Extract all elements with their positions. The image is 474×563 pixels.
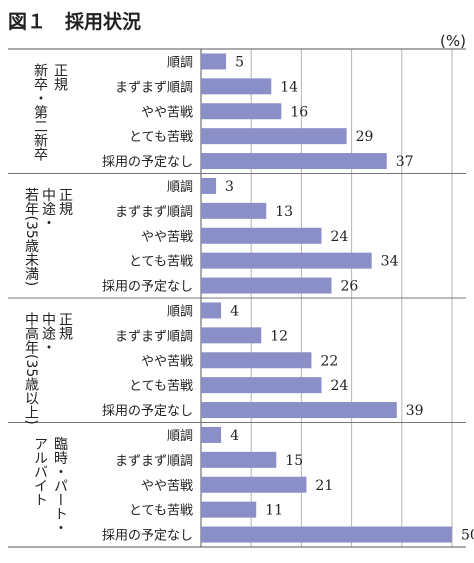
category-label: やや苦戦 [141,353,193,369]
category-label: まずまず順調 [115,80,193,95]
group-label-line: 中途・ [40,188,56,230]
group-label-line: アルバイト [32,437,48,507]
bar [201,451,277,468]
bar [201,352,312,369]
data-label: 16 [290,104,308,120]
group-label: 臨時・パート・アルバイト [32,437,68,535]
data-label: 13 [275,204,293,220]
data-label: 34 [381,254,399,270]
bar [201,402,397,419]
group-label: 正規新卒・第二新卒 [32,63,68,161]
category-label: やや苦戦 [141,104,193,120]
category-label: 順調 [167,304,193,319]
bar [201,426,222,443]
data-label: 50 [461,528,474,544]
data-label: 11 [265,503,283,519]
bar [201,252,372,269]
bar [201,277,332,294]
bar [201,302,222,319]
category-label: とても苦戦 [129,378,193,394]
data-label: 24 [330,229,348,245]
category-label: 順調 [167,180,193,195]
category-label: とても苦戦 [129,254,193,270]
bar [201,103,282,120]
bar [201,327,262,344]
bar [201,177,217,194]
category-label: とても苦戦 [129,129,193,145]
group-label-line: 中途・ [40,312,56,354]
data-label: 24 [330,378,348,394]
data-label: 37 [396,154,414,170]
data-label: 4 [230,428,239,444]
category-label: 採用の予定なし [102,280,193,295]
bar [201,377,322,394]
group-label-line: 若年(35歳未満) [23,188,39,287]
bar [201,153,387,170]
category-label: やや苦戦 [141,229,193,245]
bar [201,53,227,70]
data-label: 39 [406,403,424,419]
data-label: 3 [225,179,234,195]
group-label: 正規中途・若年(35歳未満) [23,188,73,287]
group-label-line: 正規 [57,188,73,217]
data-label: 15 [285,453,303,469]
bar [201,526,452,543]
category-label: 採用の予定なし [102,529,193,544]
bar [201,202,267,219]
group-label-line: 中高年(35歳以上) [23,312,39,425]
data-label: 4 [230,303,239,319]
category-label: 順調 [167,429,193,444]
category-label: まずまず順調 [115,205,193,220]
data-label: 21 [315,478,333,494]
unit-label: (%) [440,32,466,50]
bar [201,476,307,493]
category-label: まずまず順調 [115,454,193,469]
category-label: 順調 [167,55,193,70]
data-label: 26 [341,279,359,295]
data-label: 22 [320,353,338,369]
chart-title: 図１ 採用状況 [8,10,141,33]
data-label: 5 [235,54,244,70]
bar [201,227,322,244]
group-label: 正規中途・中高年(35歳以上) [23,312,73,425]
category-label: 採用の予定なし [102,404,193,419]
group-label-line: 新卒・第二新卒 [32,63,48,161]
group-label-line: 正規 [57,312,73,341]
category-label: まずまず順調 [115,329,193,344]
bar [201,128,347,145]
data-label: 29 [356,129,374,145]
group-label-line: 正規 [52,63,68,92]
bar [201,78,272,95]
category-label: とても苦戦 [129,503,193,519]
data-label: 14 [280,79,298,95]
bar [201,501,257,518]
category-label: 採用の予定なし [102,155,193,170]
group-label-line: 臨時・パート・ [52,437,68,535]
category-label: やや苦戦 [141,478,193,494]
data-label: 12 [270,328,288,344]
